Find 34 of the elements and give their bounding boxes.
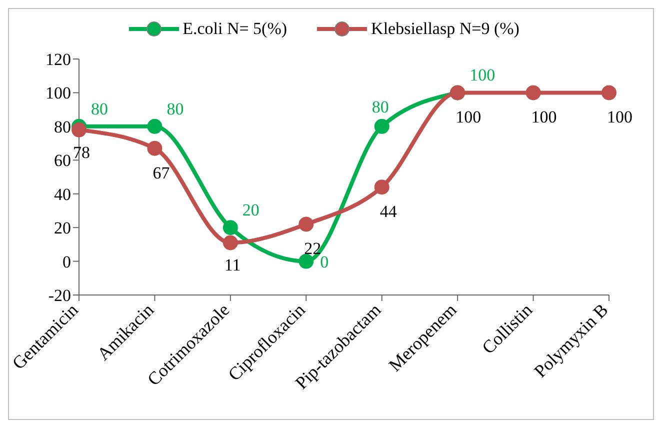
data-label: 0 bbox=[320, 252, 329, 272]
y-tick-label: 80 bbox=[54, 117, 71, 136]
point bbox=[298, 254, 314, 269]
data-label: 20 bbox=[242, 200, 260, 220]
point bbox=[602, 85, 616, 100]
data-label: 100 bbox=[607, 108, 632, 127]
legend-label: E.coli N= 5(%) bbox=[182, 19, 288, 39]
data-label: 100 bbox=[456, 108, 482, 127]
y-tick-label: 20 bbox=[54, 218, 71, 238]
point bbox=[526, 85, 541, 100]
y-tick-label: -20 bbox=[48, 286, 71, 306]
y-tick-label: 100 bbox=[46, 84, 71, 103]
data-label: 80 bbox=[372, 97, 389, 116]
point bbox=[374, 180, 390, 195]
data-label: 100 bbox=[470, 66, 496, 85]
data-label: 67 bbox=[152, 163, 170, 182]
data-label: 22 bbox=[304, 239, 322, 258]
data-label: 80 bbox=[166, 99, 184, 118]
y-tick-label: 0 bbox=[62, 252, 71, 272]
point bbox=[222, 220, 238, 236]
y-tick-label: 40 bbox=[54, 184, 71, 204]
point bbox=[147, 140, 162, 156]
point bbox=[72, 122, 86, 138]
point bbox=[222, 235, 238, 250]
data-label: 44 bbox=[380, 202, 398, 222]
point bbox=[374, 118, 390, 134]
y-tick-label: 60 bbox=[54, 151, 71, 170]
data-label: 80 bbox=[91, 99, 108, 118]
data-label: 11 bbox=[224, 256, 241, 275]
point bbox=[147, 118, 162, 134]
data-label: 100 bbox=[531, 108, 557, 127]
y-tick-label: 120 bbox=[46, 50, 71, 70]
point bbox=[298, 216, 314, 232]
legend-label: Klebsiellasp N=9 (%) bbox=[371, 19, 520, 39]
